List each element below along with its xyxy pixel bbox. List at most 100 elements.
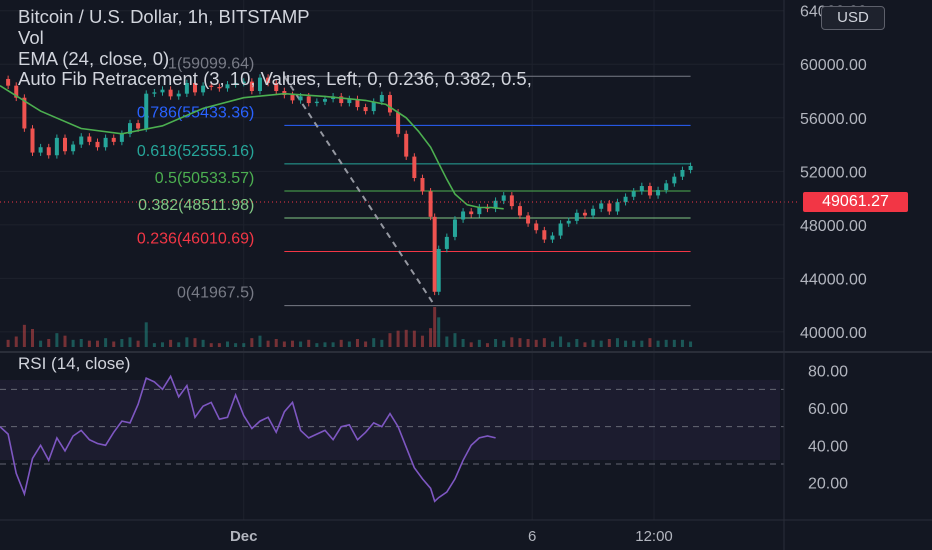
candle-body — [542, 230, 547, 240]
time-axis[interactable]: Dec 6 12:00 — [230, 528, 673, 545]
fib-level-label: 1(59099.64) — [168, 55, 254, 72]
candle-body — [404, 133, 409, 157]
candle-body — [38, 147, 43, 153]
candle-body — [582, 212, 587, 216]
candle-body — [30, 128, 35, 153]
candle-body — [62, 137, 67, 152]
rsi-legend[interactable]: RSI (14, close) — [18, 354, 131, 373]
candle-body — [103, 137, 108, 148]
volume-bar — [664, 339, 668, 347]
volume-bar — [388, 333, 392, 347]
time-tick-label: 6 — [528, 528, 536, 545]
candle-body — [144, 93, 149, 129]
candle-body — [436, 248, 441, 292]
candle-body — [46, 147, 51, 156]
rsi-tick-label: 80.00 — [808, 364, 848, 381]
volume-bar — [583, 342, 587, 347]
candle-body — [176, 93, 181, 97]
volume-bar — [494, 339, 498, 347]
rsi-polyline — [0, 374, 496, 503]
fib-level-label: 0.236(46010.69) — [137, 230, 254, 247]
volume-bars — [6, 307, 693, 347]
candle-body — [574, 212, 579, 221]
rsi-line — [0, 374, 496, 503]
candle-body — [607, 203, 612, 212]
volume-bar — [104, 338, 108, 347]
price-tick-label: 40000.00 — [800, 325, 867, 342]
volume-bar — [87, 340, 91, 347]
candle-body — [160, 89, 165, 93]
volume-bar — [632, 340, 636, 347]
volume-bar — [567, 342, 571, 347]
volume-bar — [112, 341, 116, 347]
volume-legend[interactable]: Vol — [18, 27, 44, 48]
candle-body — [615, 202, 620, 212]
candle-body — [688, 165, 693, 170]
price-tick-label: 48000.00 — [800, 218, 867, 235]
currency-badge[interactable]: USD — [821, 6, 885, 30]
volume-bar — [526, 339, 530, 347]
ema-line — [0, 85, 504, 210]
grid-lines — [0, 0, 784, 520]
volume-bar — [372, 338, 376, 347]
volume-bar — [242, 343, 246, 347]
volume-bar — [624, 340, 628, 347]
volume-bar — [680, 339, 684, 347]
volume-bar — [510, 337, 514, 347]
candle-body — [550, 235, 555, 240]
rsi-tick-label: 20.00 — [808, 476, 848, 493]
candle-body — [371, 101, 376, 112]
volume-bar — [364, 341, 368, 347]
symbol-title[interactable]: Bitcoin / U.S. Dollar, 1h, BITSTAMP — [18, 6, 310, 27]
volume-bar — [607, 339, 611, 347]
candle-body — [599, 203, 604, 209]
autofib-legend[interactable]: Auto Fib Retracement (3, 10, Values, Lef… — [18, 68, 532, 89]
candle-body — [54, 137, 59, 156]
volume-bar — [339, 339, 343, 347]
rsi-axis[interactable]: 20.00 40.00 60.00 80.00 — [808, 364, 848, 493]
candle-body — [469, 211, 474, 215]
time-tick-label: Dec — [230, 528, 258, 545]
candle-body — [347, 99, 352, 104]
volume-bar — [71, 339, 75, 347]
candle-body — [6, 78, 11, 86]
volume-bar — [591, 339, 595, 347]
volume-bar — [136, 340, 140, 347]
volume-bar — [559, 336, 563, 347]
volume-bar — [420, 335, 424, 347]
candle-body — [290, 95, 295, 101]
volume-bar — [234, 343, 238, 347]
candle-body — [647, 186, 652, 196]
volume-bar — [63, 335, 67, 347]
volume-bar — [542, 338, 546, 347]
ema-legend[interactable]: EMA (24, close, 0) — [18, 48, 170, 69]
volume-bar — [95, 340, 99, 347]
volume-bar — [534, 339, 538, 347]
volume-bar — [396, 330, 400, 347]
volume-bar — [453, 333, 457, 347]
candle-body — [387, 95, 392, 113]
volume-bar — [120, 339, 124, 347]
volume-bar — [144, 322, 148, 347]
fib-retracement[interactable]: 1(59099.64) 0.786(55433.36) 0.618(52555.16… — [137, 55, 691, 307]
volume-bar — [347, 341, 351, 347]
volume-bar — [380, 339, 384, 347]
volume-bar — [315, 343, 319, 347]
candle-body — [339, 96, 344, 104]
price-tick-label: 56000.00 — [800, 111, 867, 128]
volume-bar — [502, 340, 506, 347]
time-tick-label: 12:00 — [635, 528, 673, 545]
rsi-tick-label: 40.00 — [808, 438, 848, 455]
candle-body — [412, 156, 417, 179]
volume-bar — [128, 337, 132, 347]
candle-body — [591, 208, 596, 216]
volume-bar — [169, 339, 173, 347]
volume-bar — [689, 341, 693, 347]
candle-body — [639, 186, 644, 192]
volume-bar — [177, 342, 181, 347]
volume-bar — [323, 342, 327, 347]
volume-bar — [217, 343, 221, 347]
rsi-band-lines — [0, 388, 784, 465]
